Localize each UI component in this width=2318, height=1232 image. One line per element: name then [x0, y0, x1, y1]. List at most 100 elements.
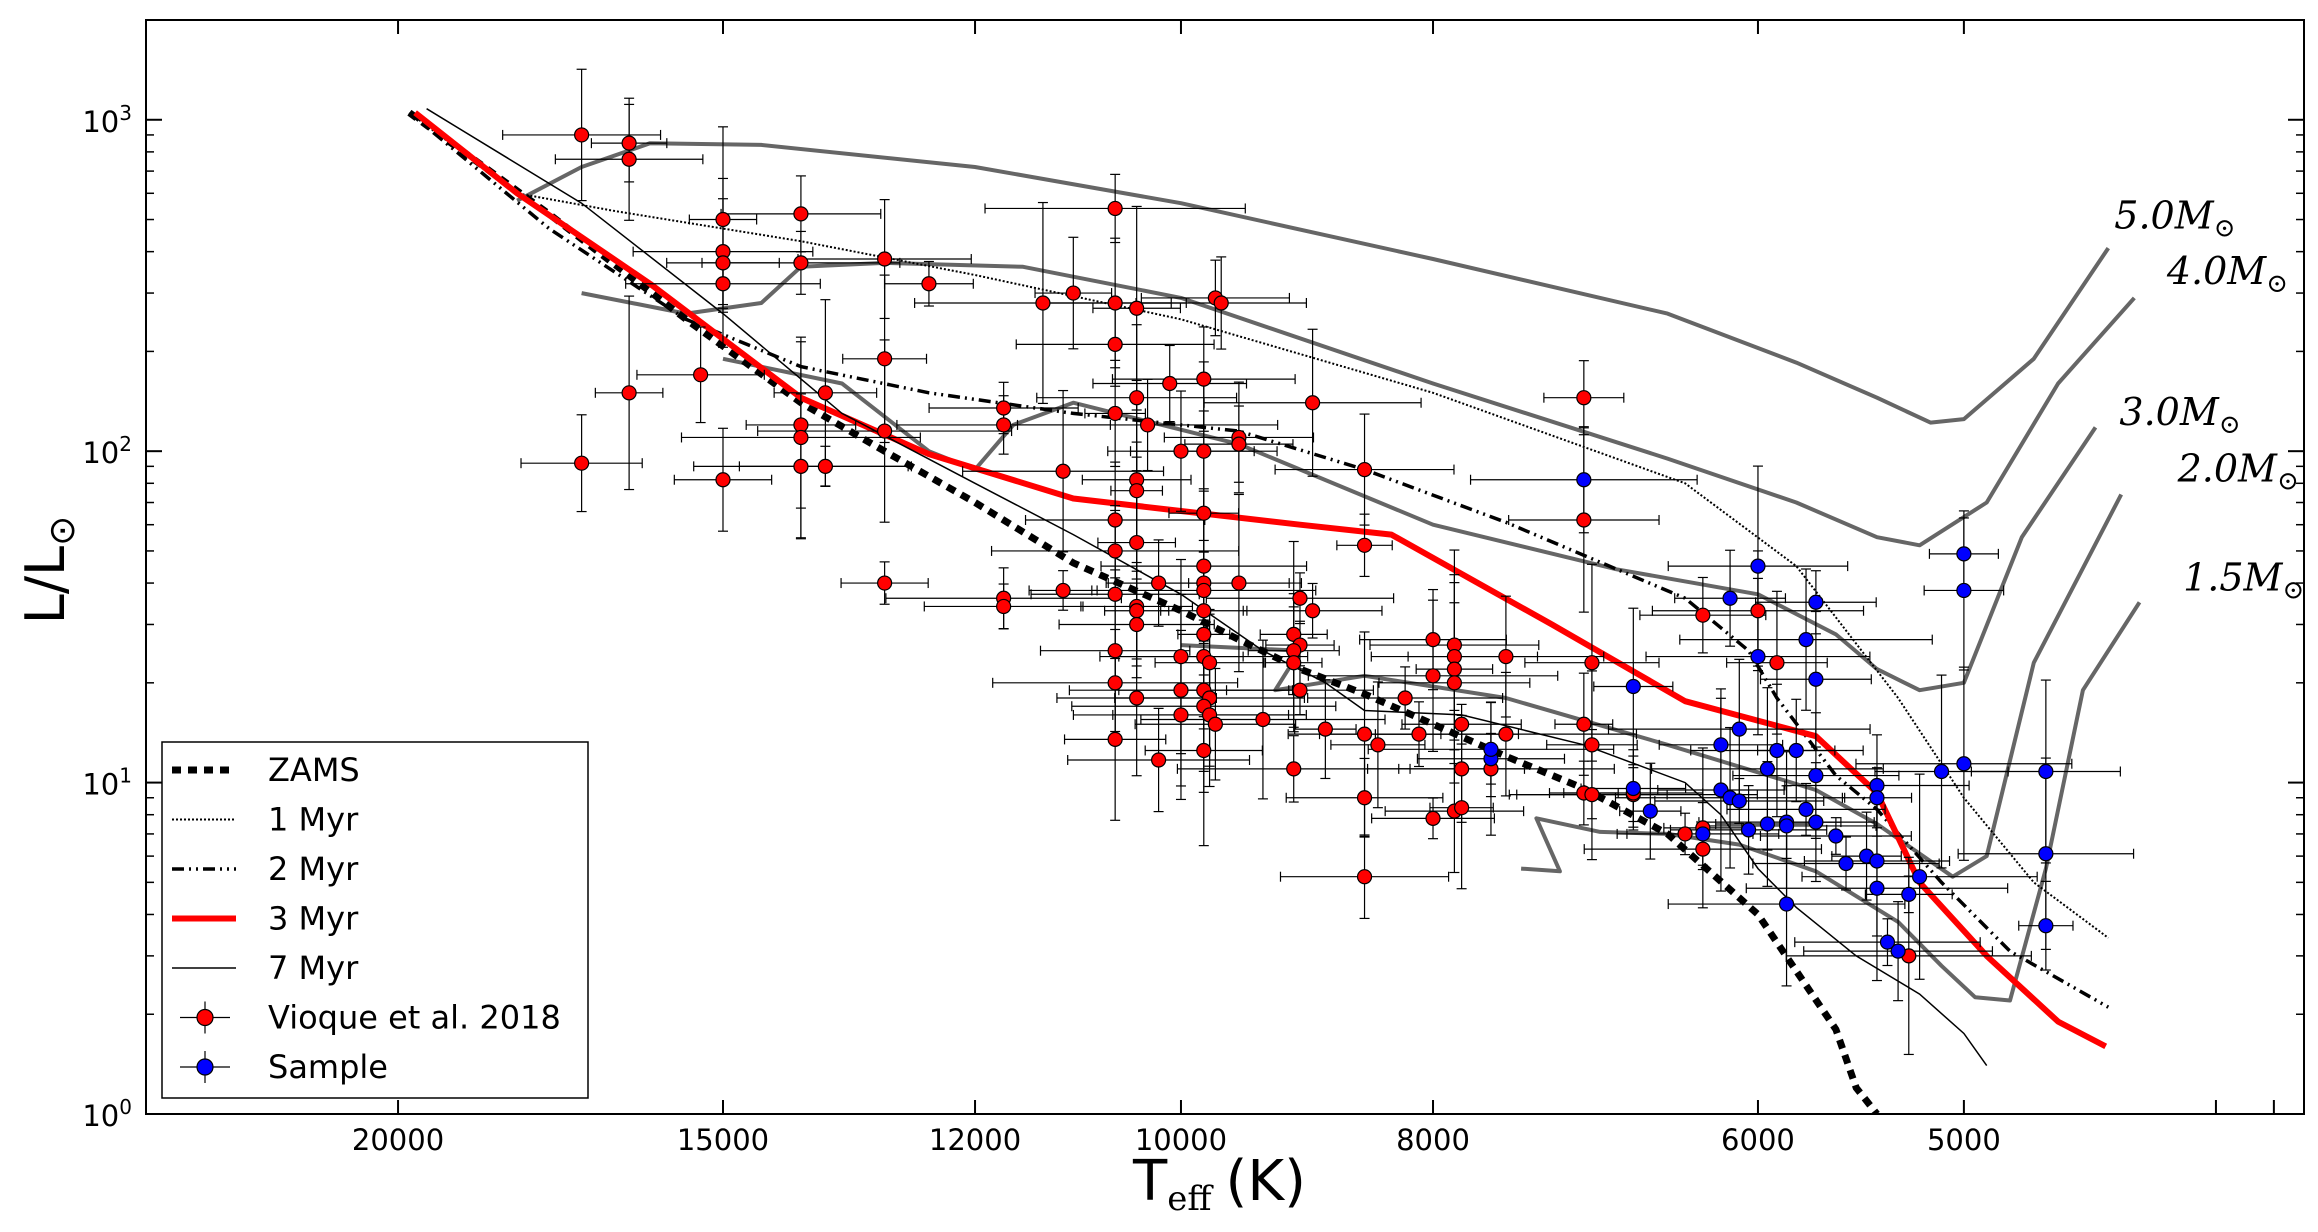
vioque-point — [793, 417, 809, 433]
line-myr7 — [426, 108, 1988, 1067]
y-axis-title-main: L/L — [14, 546, 77, 624]
vioque-point — [817, 385, 833, 401]
sample-point — [1731, 721, 1747, 737]
vioque-point — [1107, 336, 1123, 352]
vioque-point — [1173, 648, 1189, 665]
x-axis-title-main: T — [1132, 1149, 1168, 1214]
vioque-point — [1356, 537, 1373, 553]
legend-item-myr1: 1 Myr — [172, 801, 359, 839]
vioque-point — [1425, 668, 1441, 684]
vioque-point — [715, 255, 731, 271]
y-tick-label: 102 — [82, 432, 132, 470]
vioque-point — [1129, 616, 1145, 633]
y-tick-label: 101 — [82, 764, 132, 802]
vioque-point — [1356, 461, 1373, 478]
x-tick-label: 20000 — [352, 1123, 444, 1157]
vioque-point — [1201, 655, 1218, 671]
mass-label: 2.0M⊙ — [2177, 447, 2299, 497]
vioque-point — [877, 351, 893, 367]
vioque-point — [1356, 726, 1373, 742]
vioque-point — [1196, 626, 1212, 642]
legend-label: 3 Myr — [268, 900, 359, 938]
vioque-point — [1292, 682, 1308, 698]
legend-item-sample: Sample — [180, 1048, 388, 1086]
vioque-point — [877, 423, 893, 439]
vioque-point — [1356, 869, 1373, 885]
x-tick-label: 12000 — [929, 1123, 1021, 1157]
vioque-point — [1065, 285, 1081, 301]
vioque-point — [1129, 483, 1145, 499]
legend-item-vioque: Vioque et al. 2018 — [180, 999, 561, 1037]
sample-point — [1740, 822, 1757, 838]
vioque-point — [1196, 582, 1212, 599]
sample-point — [1798, 632, 1814, 648]
vioque-point — [1129, 534, 1145, 551]
sample-point — [1869, 880, 1885, 896]
vioque-point — [793, 255, 809, 271]
vioque-point — [1139, 417, 1156, 433]
legend-swatch-marker — [196, 1058, 214, 1076]
sample-point — [1890, 943, 1906, 959]
sample-point — [1778, 818, 1795, 834]
vioque-point — [1695, 841, 1711, 857]
x-tick-label: 6000 — [1721, 1123, 1795, 1157]
vioque-point — [1151, 575, 1167, 591]
vioque-point — [996, 417, 1012, 433]
vioque-point — [1129, 390, 1145, 406]
sample-point — [1808, 814, 1824, 830]
vioque-point — [1397, 690, 1413, 706]
sample-point — [1808, 671, 1824, 687]
vioque-point — [1107, 643, 1123, 659]
vioque-point — [877, 251, 893, 267]
vioque-point — [996, 598, 1012, 615]
vioque-point — [817, 458, 833, 474]
legend-item-myr2: 2 Myr — [172, 850, 359, 888]
plot-frame — [145, 19, 2305, 1115]
sample-point — [1713, 737, 1729, 753]
legend-label: Sample — [268, 1048, 388, 1086]
mass-label: 3.0M⊙ — [2119, 390, 2240, 440]
sample-point — [1778, 896, 1795, 912]
legend-label: 2 Myr — [268, 850, 359, 888]
sample-point — [1808, 594, 1824, 610]
sample-point — [1625, 678, 1641, 695]
vioque-point — [996, 400, 1012, 416]
sample-point — [1731, 793, 1747, 809]
sample-point — [1769, 742, 1785, 759]
sample-point — [1695, 826, 1711, 842]
vioque-point — [1356, 790, 1373, 806]
sample-point — [1759, 761, 1776, 777]
sample-point — [1933, 763, 1950, 780]
sample-point — [1759, 816, 1776, 832]
legend-label: Vioque et al. 2018 — [268, 999, 561, 1037]
mass-label: 5.0M⊙ — [2114, 193, 2235, 243]
vioque-point — [1173, 707, 1189, 723]
vioque-point — [1584, 737, 1600, 753]
vioque-point — [1129, 690, 1145, 706]
x-tick-label: 10000 — [1135, 1123, 1227, 1157]
x-tick-label: 8000 — [1396, 1123, 1470, 1157]
sample-point — [1483, 741, 1499, 757]
vioque-point — [1035, 295, 1051, 311]
axis-ticks: 20000 15000 12000 10000 8000 6000 5000 100 101 10… — [82, 19, 2304, 1157]
vioque-point — [1151, 752, 1167, 768]
vioque-point — [1129, 300, 1145, 316]
vioque-point — [621, 385, 637, 401]
sample-point — [1901, 886, 1917, 902]
vioque-point — [715, 472, 731, 488]
track-1.5-msun — [1520, 601, 2142, 1003]
vioque-point — [1129, 603, 1145, 619]
vioque-point — [1107, 512, 1123, 528]
vioque-point — [1446, 675, 1462, 691]
legend-item-zams: ZAMS — [172, 751, 360, 789]
vioque-point — [1055, 463, 1071, 479]
y-axis-title: L/L⊙ — [14, 516, 83, 625]
vioque-point — [1454, 716, 1470, 732]
vioque-point — [1196, 443, 1212, 459]
vioque-point — [921, 276, 937, 292]
vioque-point — [1576, 716, 1592, 732]
vioque-point — [1750, 603, 1766, 619]
vioque-point — [1213, 295, 1229, 311]
vioque-point — [1196, 603, 1212, 619]
vioque-point — [1107, 586, 1123, 602]
